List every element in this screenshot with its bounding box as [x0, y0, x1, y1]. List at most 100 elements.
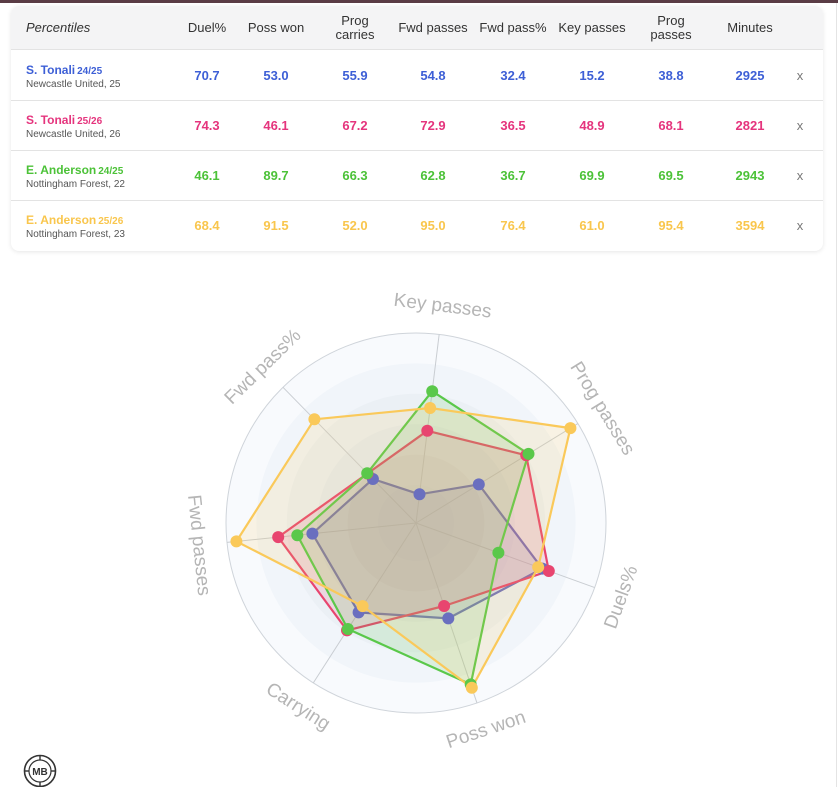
- table-cell: 69.9: [579, 167, 605, 183]
- header-duel[interactable]: Duel%: [187, 19, 227, 35]
- player-season: 25/26: [77, 116, 103, 127]
- header-key-passes[interactable]: Key passes: [558, 19, 626, 35]
- player-info: S. Tonali 24/25 Newcastle United, 25: [26, 63, 121, 91]
- percentiles-table: Percentiles Duel% Poss won Prog carries Fwd …: [11, 6, 823, 251]
- radar-ring: [317, 424, 515, 622]
- table-row: E. Anderson 25/26 Nottingham Forest, 23 68.…: [11, 200, 823, 250]
- table-cell: 72.9: [420, 117, 446, 133]
- table-cell: 55.9: [342, 67, 368, 83]
- table-cell: 68.4: [194, 217, 220, 233]
- radar-ring: [225, 332, 607, 714]
- table-cell: 54.8: [420, 67, 446, 83]
- player-club: Nottingham Forest, 22: [26, 179, 125, 190]
- table-cell: 48.9: [579, 117, 605, 133]
- radar-point[interactable]: [564, 422, 577, 435]
- radar-point[interactable]: [291, 529, 304, 542]
- table-cell: 2943: [735, 167, 765, 183]
- header-poss-won[interactable]: Poss won: [247, 19, 305, 35]
- player-info: E. Anderson 24/25 Nottingham Forest, 22: [26, 163, 125, 191]
- table-cell: 95.0: [420, 217, 446, 233]
- player-season: 24/25: [77, 66, 103, 77]
- radar-point[interactable]: [522, 447, 535, 460]
- radar-point[interactable]: [442, 612, 455, 625]
- remove-player-button[interactable]: x: [796, 117, 804, 133]
- table-cell: 74.3: [194, 117, 220, 133]
- player-club: Newcastle United, 26: [26, 129, 121, 140]
- table-cell: 36.5: [500, 117, 526, 133]
- radar-point[interactable]: [532, 561, 545, 574]
- table-cell: 76.4: [500, 217, 526, 233]
- radar-axis-label: Key passes: [393, 290, 493, 323]
- top-border-strip: [0, 0, 838, 3]
- radar-point[interactable]: [424, 402, 437, 414]
- radar-point[interactable]: [492, 546, 505, 559]
- radar-axis-label: Prog passes: [566, 358, 639, 459]
- table-row: E. Anderson 24/25 Nottingham Forest, 22 46.…: [11, 150, 823, 201]
- radar-axis-label: Duels%: [600, 563, 642, 632]
- table-row: S. Tonali 24/25 Newcastle United, 25 70.7 53…: [11, 50, 823, 101]
- radar-axis-label: Carrying: [262, 679, 334, 735]
- radar-point[interactable]: [356, 600, 369, 613]
- remove-player-button[interactable]: x: [796, 67, 804, 83]
- radar-ring: [256, 363, 576, 683]
- table-cell: 2925: [735, 67, 765, 83]
- player-name: S. Tonali: [26, 113, 76, 127]
- radar-point[interactable]: [472, 478, 485, 491]
- header-percentiles: Percentiles: [26, 19, 91, 35]
- table-cell: 69.5: [658, 167, 684, 183]
- right-border-line: [836, 3, 837, 787]
- remove-player-button[interactable]: x: [796, 167, 804, 183]
- player-name-line[interactable]: S. Tonali 24/25: [26, 63, 121, 79]
- header-fwd-passes[interactable]: Fwd passes: [398, 19, 468, 35]
- player-info: E. Anderson 25/26 Nottingham Forest, 23: [26, 213, 125, 241]
- radar-point[interactable]: [421, 424, 434, 437]
- radar-axis-label: Poss won: [444, 707, 529, 753]
- radar-spoke: [282, 386, 417, 524]
- header-prog-carries[interactable]: Prog carries: [335, 12, 375, 42]
- radar-spoke: [226, 522, 417, 543]
- player-name-line[interactable]: E. Anderson 25/26: [26, 213, 125, 229]
- radar-point[interactable]: [308, 413, 321, 426]
- radar-point[interactable]: [306, 527, 319, 540]
- mb-logo-icon: MB: [23, 754, 57, 788]
- radar-point[interactable]: [426, 385, 439, 398]
- logo-text: MB: [32, 767, 48, 778]
- player-club: Nottingham Forest, 23: [26, 229, 125, 240]
- radar-point[interactable]: [341, 623, 354, 635]
- table-cell: 46.1: [263, 117, 289, 133]
- table-cell: 52.0: [342, 217, 368, 233]
- radar-point[interactable]: [272, 531, 285, 544]
- table-cell: 32.4: [500, 67, 526, 83]
- radar-point[interactable]: [465, 681, 478, 694]
- radar-point[interactable]: [361, 467, 374, 480]
- table-cell: 3594: [735, 217, 765, 233]
- radar-point[interactable]: [230, 535, 243, 548]
- table-cell: 36.7: [500, 167, 526, 183]
- radar-axis-label: Fwd pass%: [221, 325, 306, 409]
- radar-series-0: [311, 477, 544, 620]
- table-cell: 61.0: [579, 217, 605, 233]
- table-cell: 67.2: [342, 117, 368, 133]
- table-cell: 91.5: [263, 217, 289, 233]
- table-cell: 15.2: [579, 67, 605, 83]
- player-name-line[interactable]: E. Anderson 24/25: [26, 163, 125, 179]
- radar-spoke: [415, 423, 579, 524]
- header-fwd-pass[interactable]: Fwd pass%: [479, 19, 547, 35]
- remove-player-button[interactable]: x: [796, 217, 804, 233]
- radar-point[interactable]: [413, 488, 426, 501]
- radar-series-2: [296, 390, 530, 686]
- radar-point[interactable]: [542, 565, 555, 577]
- table-cell: 68.1: [658, 117, 684, 133]
- radar-ring: [286, 393, 546, 653]
- header-prog-passes[interactable]: Prog passes: [650, 12, 692, 42]
- table-cell: 89.7: [263, 167, 289, 183]
- player-name-line[interactable]: S. Tonali 25/26: [26, 113, 121, 129]
- player-info: S. Tonali 25/26 Newcastle United, 26: [26, 113, 121, 141]
- header-minutes[interactable]: Minutes: [727, 19, 773, 35]
- table-cell: 70.7: [194, 67, 220, 83]
- table-cell: 53.0: [263, 67, 289, 83]
- table-cell: 38.8: [658, 67, 684, 83]
- radar-point[interactable]: [438, 600, 451, 612]
- table-cell: 95.4: [658, 217, 684, 233]
- player-club: Newcastle United, 25: [26, 79, 121, 90]
